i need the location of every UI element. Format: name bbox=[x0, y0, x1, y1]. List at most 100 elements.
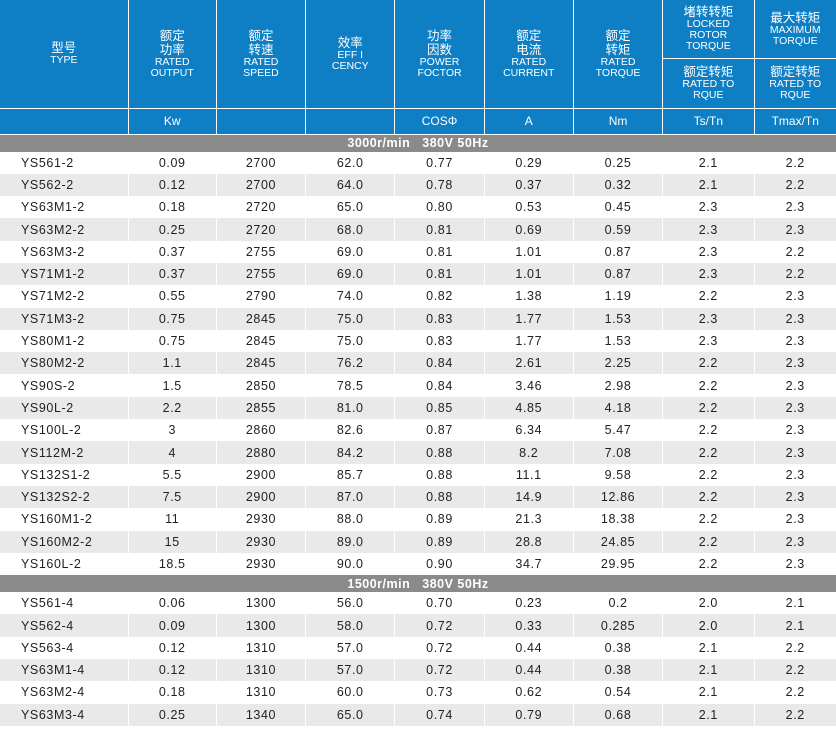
value-cell: 1.77 bbox=[484, 329, 574, 353]
value-cell: 0.18 bbox=[128, 196, 217, 219]
header-en: POWER FOCTOR bbox=[417, 55, 462, 79]
unit-cell bbox=[305, 108, 396, 135]
value-cell: 4.18 bbox=[573, 396, 664, 420]
table-row: YS561-2 0.09 2700 62.0 0.77 0.29 0.25 2.1 2.2 bbox=[0, 151, 836, 174]
value-cell: 81.0 bbox=[305, 396, 396, 420]
header-cn: 功率 因数 bbox=[427, 28, 453, 57]
value-cell: 0.87 bbox=[573, 262, 664, 286]
value-cell: 2.0 bbox=[662, 614, 755, 637]
model-cell: YS90S-2 bbox=[0, 374, 129, 397]
model-cell: YS561-4 bbox=[0, 592, 129, 615]
value-cell: 8.2 bbox=[484, 441, 574, 464]
model-cell: YS562-4 bbox=[0, 614, 129, 637]
table-row: YS562-2 0.12 2700 64.0 0.78 0.37 0.32 2.1 2.2 bbox=[0, 173, 836, 197]
value-cell: 0.29 bbox=[484, 151, 574, 174]
value-cell: 0.72 bbox=[394, 614, 485, 637]
table-row: YS71M2-2 0.55 2790 74.0 0.82 1.38 1.19 2.2 2.3 bbox=[0, 285, 836, 308]
value-cell: 87.0 bbox=[305, 485, 396, 509]
table-row: YS80M1-2 0.75 2845 75.0 0.83 1.77 1.53 2.3 2.3 bbox=[0, 329, 836, 353]
value-cell: 0.79 bbox=[484, 703, 574, 726]
table-row: YS63M2-4 0.18 1310 60.0 0.73 0.62 0.54 2.1 2.2 bbox=[0, 681, 836, 704]
header-type: 型号 TYPE bbox=[0, 0, 129, 109]
model-cell: YS63M1-4 bbox=[0, 659, 129, 682]
unit-cell: A bbox=[484, 108, 574, 135]
model-cell: YS80M1-2 bbox=[0, 329, 129, 353]
value-cell: 28.8 bbox=[484, 530, 574, 553]
header-en: RATED SPEED bbox=[243, 55, 279, 79]
value-cell: 0.54 bbox=[573, 681, 664, 704]
value-cell: 1310 bbox=[216, 659, 307, 682]
section-header: 1500r/min 380V 50Hz bbox=[0, 575, 836, 593]
table-body: 3000r/min 380V 50Hz YS561-2 0.09 2700 62.0 0.7… bbox=[0, 134, 836, 726]
value-cell: 14.9 bbox=[484, 485, 574, 509]
value-cell: 0.72 bbox=[394, 659, 485, 682]
value-cell: 2900 bbox=[216, 463, 307, 486]
section-speed: 3000r/min bbox=[347, 136, 411, 150]
value-cell: 0.32 bbox=[573, 173, 664, 197]
unit-cell bbox=[216, 108, 307, 135]
value-cell: 65.0 bbox=[305, 196, 396, 219]
model-cell: YS160M1-2 bbox=[0, 508, 129, 531]
table-header: 型号 TYPE 额定 功率 RATED OUTPUT 额定 转速 RATED SPEED… bbox=[0, 0, 836, 135]
value-cell: 0.2 bbox=[573, 592, 664, 615]
value-cell: 2.2 bbox=[754, 173, 836, 197]
value-cell: 84.2 bbox=[305, 441, 396, 464]
unit-cell: COSΦ bbox=[394, 108, 485, 135]
table-row: YS63M3-2 0.37 2755 69.0 0.81 1.01 0.87 2.3 2.2 bbox=[0, 240, 836, 263]
value-cell: 18.5 bbox=[128, 552, 217, 576]
value-cell: 2.3 bbox=[662, 307, 755, 330]
value-cell: 2.3 bbox=[785, 334, 805, 349]
table-row: YS160L-2 18.5 2930 90.0 0.90 34.7 29.95 2.2 2.3 bbox=[0, 552, 836, 576]
header-en: RATED CURRENT bbox=[503, 55, 555, 79]
value-cell: 0.68 bbox=[573, 703, 664, 726]
value-cell: 0.69 bbox=[484, 218, 574, 241]
value-cell: 0.44 bbox=[484, 636, 574, 660]
header-power-factor: 功率 因数 POWER FOCTOR bbox=[394, 0, 485, 109]
model-cell: YS563-4 bbox=[0, 636, 129, 660]
header-en: RATED TORQUE bbox=[595, 55, 641, 79]
value-cell: 0.12 bbox=[128, 173, 217, 197]
header-en: MAXIMUM TORQUE bbox=[769, 23, 821, 47]
value-cell: 0.84 bbox=[394, 352, 485, 375]
table-row: YS63M2-2 0.25 2720 68.0 0.81 0.69 0.59 2.3 2.3 bbox=[0, 218, 836, 241]
header-en: LOCKED ROTOR TORQUE bbox=[685, 18, 731, 53]
model-cell: YS112M-2 bbox=[0, 441, 129, 464]
value-cell: 0.89 bbox=[394, 530, 485, 553]
value-cell: 0.85 bbox=[394, 396, 485, 420]
header-cn: 额定 电流 bbox=[516, 28, 542, 57]
value-cell: 0.55 bbox=[128, 285, 217, 308]
model-cell: YS71M3-2 bbox=[0, 307, 129, 330]
model-cell: YS160L-2 bbox=[0, 552, 129, 576]
value-cell: 2.3 bbox=[662, 218, 755, 241]
value-cell: 2850 bbox=[216, 374, 307, 397]
value-cell: 0.53 bbox=[484, 196, 574, 219]
table-row: YS71M1-2 0.37 2755 69.0 0.81 1.01 0.87 2.3 2.2 bbox=[0, 262, 836, 286]
value-cell: 2.2 bbox=[662, 396, 755, 420]
value-cell: 78.5 bbox=[305, 374, 396, 397]
header-maximum-ratio: 额定转矩 RATED TO RQUE bbox=[754, 58, 836, 109]
unit-row: Kw COSΦ A Nm Ts/Tn Tmax/Tn bbox=[0, 108, 836, 135]
value-cell: 2860 bbox=[216, 419, 307, 442]
value-cell: 0.62 bbox=[484, 681, 574, 704]
model-cell: YS71M1-2 bbox=[0, 262, 129, 286]
value-cell: 0.09 bbox=[128, 151, 217, 174]
table-row: YS63M1-4 0.12 1310 57.0 0.72 0.44 0.38 2.1 2.2 bbox=[0, 659, 836, 682]
unit-cell bbox=[0, 108, 129, 135]
value-cell: 2.2 bbox=[785, 244, 805, 259]
model-cell: YS90L-2 bbox=[0, 396, 129, 420]
value-cell: 65.0 bbox=[305, 703, 396, 726]
table-row: YS90S-2 1.5 2850 78.5 0.84 3.46 2.98 2.2 2.3 bbox=[0, 374, 836, 397]
value-cell: 34.7 bbox=[484, 552, 574, 576]
value-cell: 2845 bbox=[216, 307, 307, 330]
value-cell: 29.95 bbox=[573, 552, 664, 576]
value-cell: 3.46 bbox=[484, 374, 574, 397]
value-cell: 0.25 bbox=[573, 151, 664, 174]
model-cell: YS80M2-2 bbox=[0, 352, 129, 375]
value-cell: 90.0 bbox=[305, 552, 396, 576]
value-cell: 68.0 bbox=[305, 218, 396, 241]
value-cell: 2930 bbox=[216, 552, 307, 576]
value-cell: 1300 bbox=[216, 614, 307, 637]
value-cell: 2.2 bbox=[128, 396, 217, 420]
header-rated-current: 额定 电流 RATED CURRENT bbox=[484, 0, 574, 109]
value-cell: 2.1 bbox=[662, 151, 755, 174]
